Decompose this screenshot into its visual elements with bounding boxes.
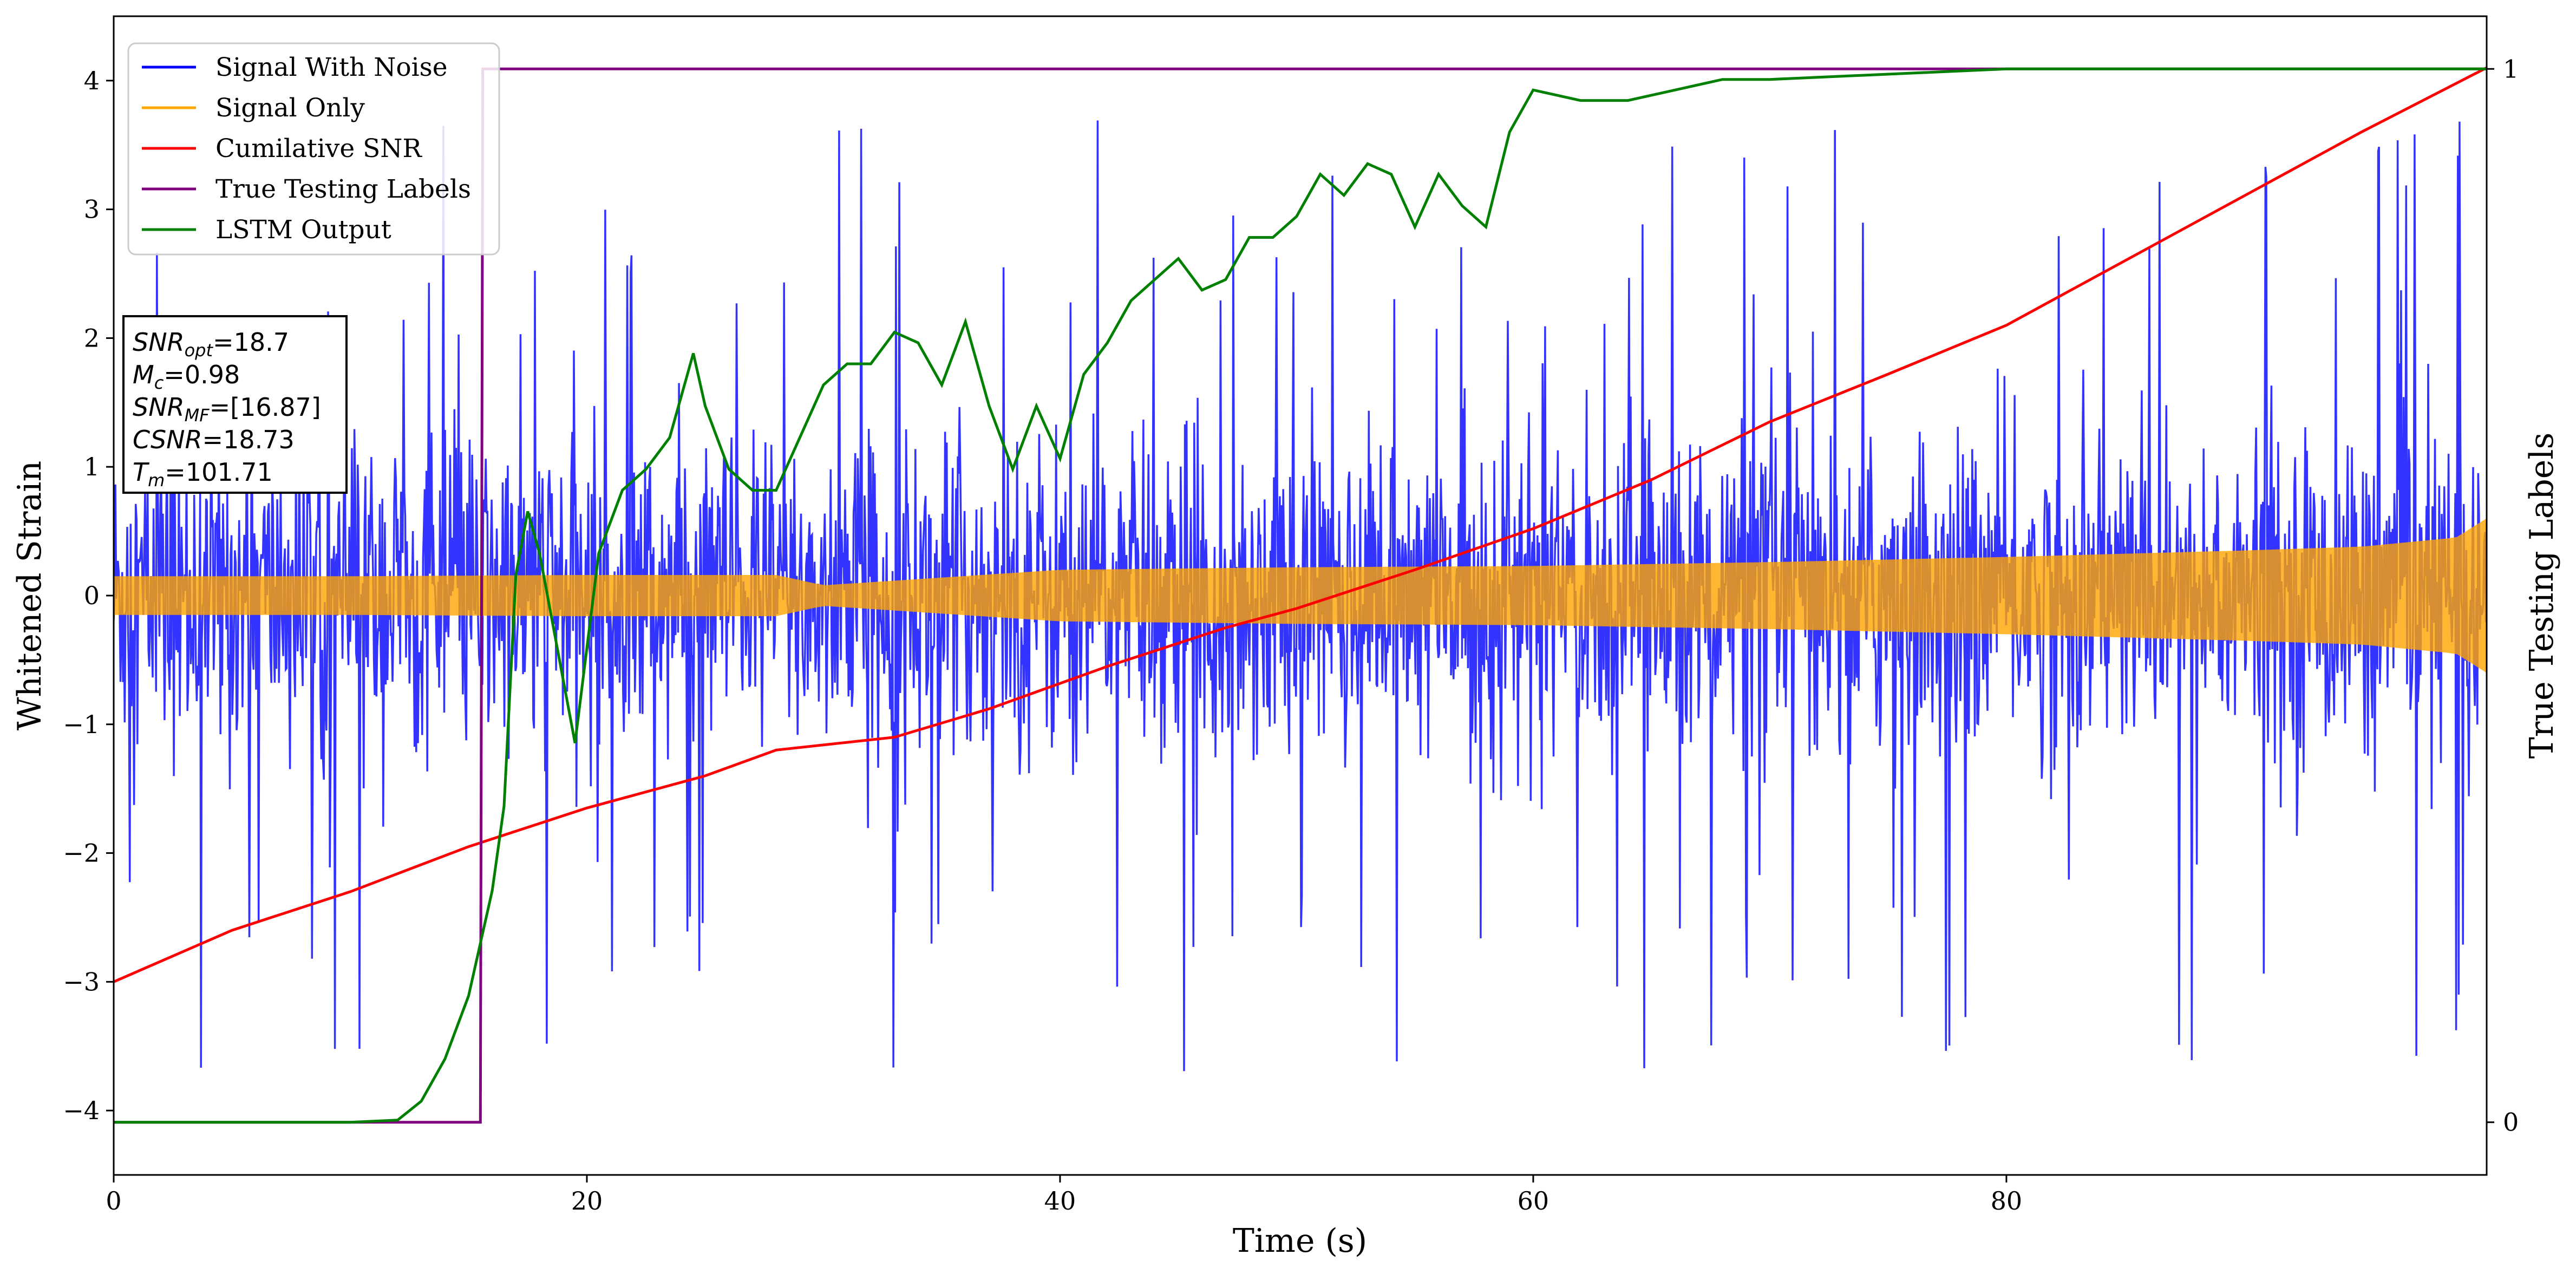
y-tick-label: 3 xyxy=(84,195,100,224)
legend-entry-label: LSTM Output xyxy=(215,215,391,245)
legend: Signal With Noise Signal Only Cumilative S… xyxy=(127,42,500,256)
x-tick-label: 40 xyxy=(1044,1186,1076,1216)
stats-annotation: SNRopt=18.7Mc=0.98SNRMF=[16.87]CSNR=18.7… xyxy=(122,315,348,494)
x-axis-label: Time (s) xyxy=(1233,1222,1367,1260)
y-tick-label: 1 xyxy=(84,452,100,481)
x-tick-label: 60 xyxy=(1518,1186,1549,1216)
stats-annotation-line: Tm=101.71 xyxy=(133,458,273,491)
y-tick-label: −4 xyxy=(63,1096,100,1125)
legend-box xyxy=(127,42,500,256)
x-tick-label: 20 xyxy=(571,1186,603,1216)
x-tick-label: 0 xyxy=(106,1186,121,1216)
stats-annotation-box xyxy=(122,315,348,494)
legend-entry-label: Signal With Noise xyxy=(215,53,448,82)
stats-annotation-line: CSNR=18.73 xyxy=(133,425,295,454)
stats-annotation-line: Mc=0.98 xyxy=(133,360,240,393)
series-signal-only xyxy=(114,518,2487,673)
y-tick-label: 2 xyxy=(84,323,100,352)
y-tick-label: −1 xyxy=(63,710,100,739)
legend-entry-label: Cumilative SNR xyxy=(215,134,422,164)
series-cumilative-snr xyxy=(114,66,2487,983)
y-tick-label: −2 xyxy=(63,839,100,868)
y-axis-label: Whitened Strain xyxy=(11,461,49,730)
y-right-tick-label: 0 xyxy=(2503,1108,2519,1137)
y-tick-label: −3 xyxy=(63,967,100,996)
y-right-tick-label: 1 xyxy=(2503,54,2519,83)
stats-annotation-line: SNRMF=[16.87] xyxy=(133,393,321,426)
series-lstm-output xyxy=(114,67,2487,1124)
y-tick-label: 4 xyxy=(84,66,100,95)
x-tick-label: 80 xyxy=(1991,1186,2023,1216)
y-right-axis-label: True Testing Labels xyxy=(2523,433,2561,759)
y-tick-label: 0 xyxy=(84,581,100,610)
stats-annotation-line: SNRopt=18.7 xyxy=(133,328,289,361)
legend-entry-label: Signal Only xyxy=(215,93,365,123)
legend-entry-label: True Testing Labels xyxy=(215,174,471,204)
